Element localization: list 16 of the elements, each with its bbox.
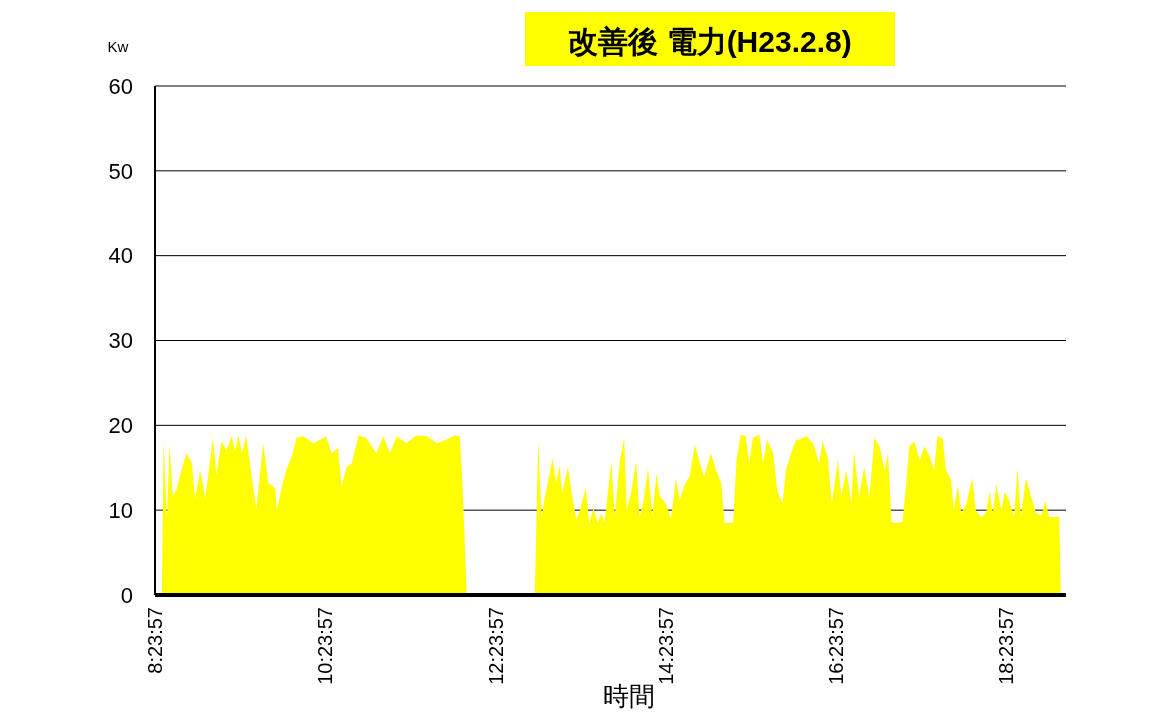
chart-title: 改善後 電力(H23.2.8) [568, 25, 852, 58]
x-tick-label: 12:23:57 [484, 607, 507, 685]
y-tick-label: 20 [108, 413, 133, 439]
y-axis-title: Kw [107, 38, 129, 55]
x-tick-label: 16:23:57 [825, 607, 848, 685]
x-tick-label: 14:23:57 [654, 607, 677, 685]
y-tick-label: 30 [108, 328, 133, 354]
x-tick-label: 8:23:57 [144, 607, 166, 674]
x-axis-title: 時間 [602, 681, 655, 711]
y-tick-label: 50 [108, 158, 133, 184]
y-tick-label: 40 [108, 243, 133, 269]
y-tick-label: 60 [108, 73, 133, 99]
x-tick-label: 18:23:57 [995, 607, 1018, 685]
y-tick-label: 10 [108, 497, 133, 523]
x-tick-label: 10:23:57 [314, 607, 337, 685]
y-tick-label: 0 [120, 582, 133, 608]
